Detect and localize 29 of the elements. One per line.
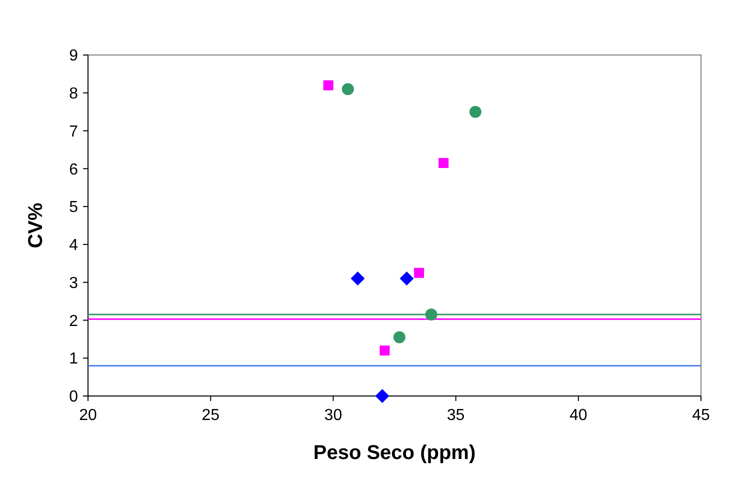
y-tick-label: 2: [69, 312, 78, 330]
y-tick-label: 0: [69, 388, 78, 406]
x-tick-label: 30: [324, 407, 342, 424]
x-tick-label: 20: [79, 407, 97, 424]
y-tick-label: 6: [69, 161, 78, 178]
y-tick-label: 5: [69, 199, 78, 216]
x-tick-label: 35: [446, 407, 465, 424]
y-tick-label: 9: [69, 48, 78, 65]
point: [375, 389, 390, 403]
x-tick-label: 25: [202, 407, 220, 424]
point: [425, 308, 438, 321]
point: [393, 331, 406, 344]
x-axis-title: Peso Seco (ppm): [313, 442, 476, 464]
point: [469, 106, 482, 118]
point: [350, 272, 365, 286]
y-tick-label: 7: [69, 123, 78, 140]
point: [438, 158, 449, 168]
point: [400, 272, 414, 286]
point: [323, 80, 334, 90]
y-axis-title: CV%: [25, 202, 47, 248]
point: [342, 83, 354, 96]
y-tick-label: 8: [69, 85, 78, 102]
x-tick-label: 40: [570, 407, 588, 424]
y-tick-label: 4: [69, 237, 78, 254]
y-tick-label: 1: [69, 350, 78, 368]
x-tick-label: 45: [692, 407, 710, 424]
point: [414, 268, 424, 278]
y-tick-label: 3: [69, 274, 78, 292]
point: [380, 346, 390, 356]
